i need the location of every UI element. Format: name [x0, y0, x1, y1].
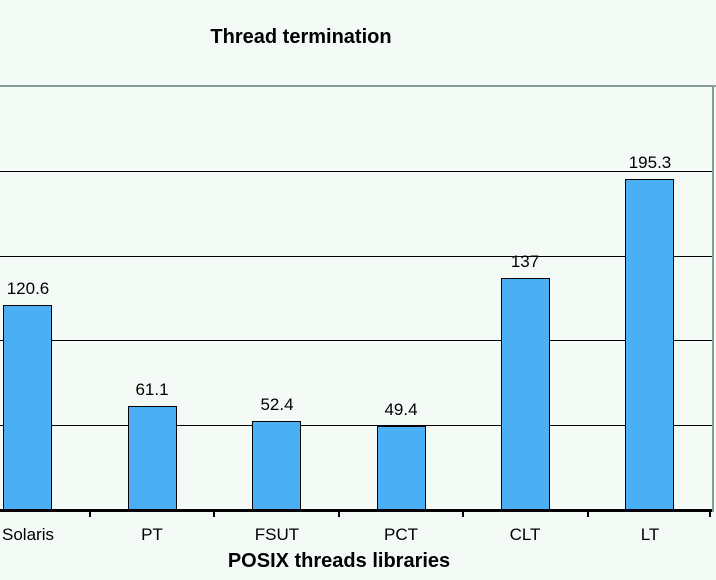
- bar-clt: [501, 278, 550, 511]
- axis-tick: [89, 509, 91, 517]
- axis-tick: [213, 509, 215, 517]
- bar-fsut: [252, 421, 301, 511]
- chart-title: Thread termination: [210, 26, 392, 48]
- gridline-150: [0, 256, 712, 257]
- category-label-fsut: FSUT: [254, 525, 300, 544]
- value-label-clt: 137: [510, 252, 540, 271]
- axis-tick: [462, 509, 464, 517]
- category-label-solaris: Solaris: [2, 525, 54, 544]
- category-label-clt: CLT: [509, 525, 541, 544]
- bar-solaris: [3, 305, 52, 511]
- category-label-lt: LT: [640, 525, 660, 544]
- gridline-100: [0, 340, 712, 341]
- bar-pt: [128, 406, 177, 511]
- value-label-solaris: 120.6: [6, 279, 50, 298]
- category-label-pct: PCT: [384, 525, 418, 544]
- gridline-200: [0, 171, 712, 172]
- x-axis-line: [0, 509, 712, 512]
- value-label-lt: 195.3: [628, 153, 672, 172]
- value-label-fsut: 52.4: [260, 395, 294, 414]
- value-label-pt: 61.1: [135, 380, 169, 399]
- plot-area-right-border: [712, 85, 714, 512]
- bar-pct: [377, 426, 426, 511]
- axis-tick: [587, 509, 589, 517]
- plot-area-top-border: [0, 85, 716, 87]
- axis-tick: [709, 509, 711, 517]
- gridline-50: [0, 425, 712, 426]
- value-label-pct: 49.4: [384, 400, 418, 419]
- axis-tick: [338, 509, 340, 517]
- x-axis-title: POSIX threads libraries: [227, 550, 451, 572]
- category-label-pt: PT: [141, 525, 163, 544]
- bar-lt: [625, 179, 674, 511]
